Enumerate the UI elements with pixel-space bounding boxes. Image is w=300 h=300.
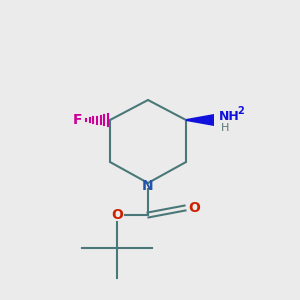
Polygon shape — [186, 114, 214, 126]
Text: O: O — [188, 201, 200, 215]
Text: H: H — [221, 123, 229, 133]
Text: 2: 2 — [237, 106, 244, 116]
Text: F: F — [72, 113, 82, 127]
Text: O: O — [111, 208, 123, 222]
Text: NH: NH — [219, 110, 240, 122]
Text: N: N — [142, 179, 154, 193]
